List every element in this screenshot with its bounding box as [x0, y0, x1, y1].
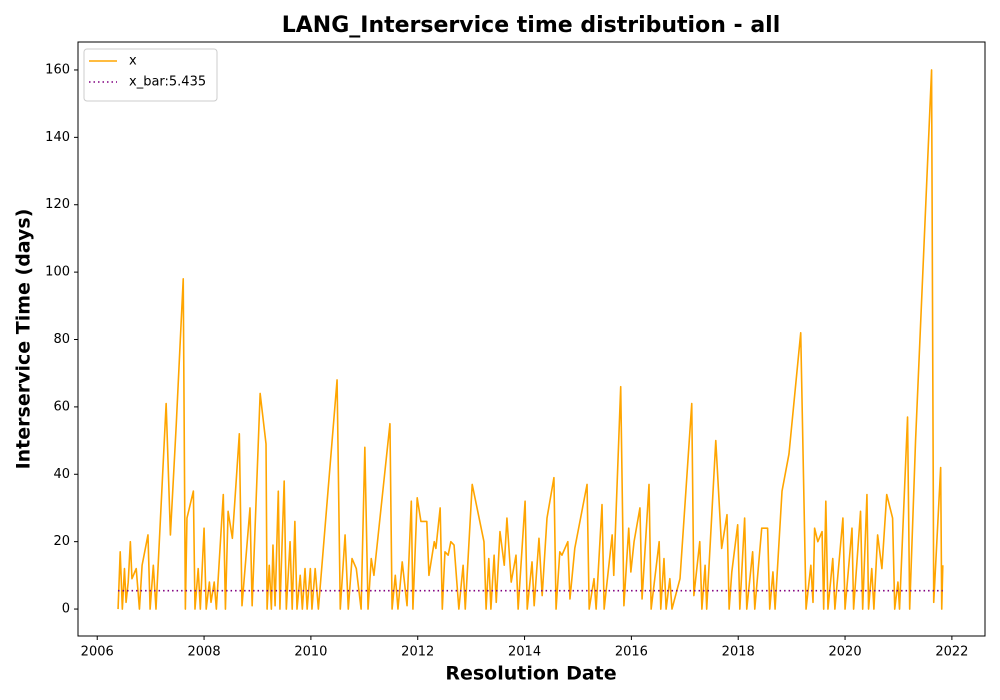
y-tick-label: 40: [53, 467, 70, 482]
y-tick-label: 160: [45, 62, 70, 77]
x-tick-label: 2016: [615, 645, 648, 660]
x-tick-label: 2018: [722, 645, 755, 660]
y-axis-label: Interservice Time (days): [13, 209, 35, 470]
x-tick-label: 2020: [829, 645, 862, 660]
y-tick-label: 80: [53, 332, 70, 347]
x-tick-label: 2014: [508, 645, 541, 660]
x-tick-label: 2012: [401, 645, 434, 660]
legend-label: x: [129, 54, 137, 69]
y-tick-label: 120: [45, 197, 70, 212]
data-line: [117, 69, 944, 610]
y-tick-label: 20: [53, 534, 70, 549]
legend-label: x_bar:5.435: [129, 75, 206, 90]
x-tick-label: 2006: [81, 645, 114, 660]
x-tick-label: 2010: [294, 645, 327, 660]
x-tick-label: 2022: [935, 645, 968, 660]
legend-box: [83, 48, 218, 102]
plot-frame: [77, 41, 986, 637]
y-tick-label: 0: [62, 602, 70, 617]
chart-title: LANG_Interservice time distribution - al…: [282, 13, 781, 38]
x-tick-label: 2008: [188, 645, 221, 660]
y-tick-label: 140: [45, 130, 70, 145]
y-tick-label: 100: [45, 265, 70, 280]
x-axis-label: Resolution Date: [445, 663, 616, 685]
y-tick-label: 60: [53, 399, 70, 414]
